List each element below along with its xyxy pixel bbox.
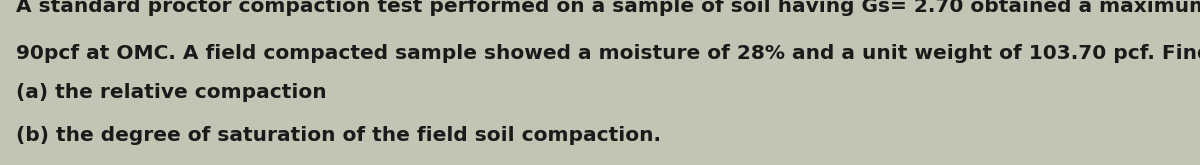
Text: 90pcf at OMC. A field compacted sample showed a moisture of 28% and a unit weigh: 90pcf at OMC. A field compacted sample s…	[16, 44, 1200, 63]
Text: (b) the degree of saturation of the field soil compaction.: (b) the degree of saturation of the fiel…	[16, 126, 661, 145]
Text: (a) the relative compaction: (a) the relative compaction	[16, 83, 326, 102]
Text: A standard proctor compaction test performed on a sample of soil having Gs= 2.70: A standard proctor compaction test perfo…	[16, 0, 1200, 16]
